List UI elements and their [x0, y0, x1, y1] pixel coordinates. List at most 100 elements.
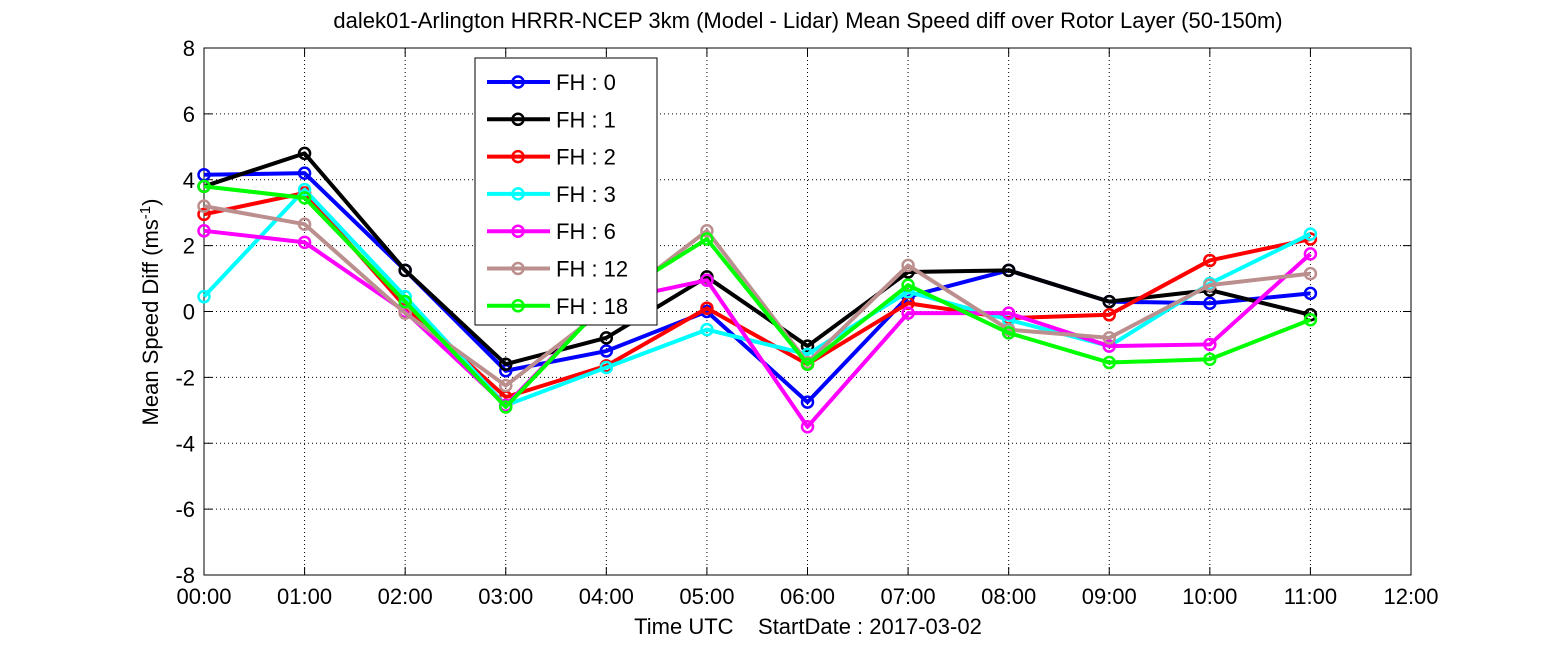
data-point: [901, 278, 915, 292]
data-point: [700, 273, 714, 287]
data-point: [1102, 308, 1116, 322]
data-point: [499, 400, 513, 414]
data-point: [197, 224, 211, 238]
data-point: [398, 294, 412, 309]
legend-item: FH : 3: [487, 182, 616, 207]
legend-swatch-marker: [511, 112, 525, 127]
x-tick-label: 04:00: [579, 584, 634, 609]
data-point: [197, 199, 211, 213]
x-tick-label: 09:00: [1082, 584, 1137, 609]
x-tick-label: 02:00: [378, 584, 433, 609]
y-tick-label: 6: [183, 102, 195, 127]
series-line: [203, 204, 1311, 388]
legend: FH : 0 FH : 1 FH : 2 FH : 3 FH : 6 FH : 12 FH …: [474, 57, 658, 326]
data-point: [700, 301, 714, 315]
data-point: [1203, 337, 1217, 352]
series: [197, 166, 1318, 409]
data-point: [599, 331, 614, 345]
legend-box: [474, 57, 658, 326]
legend-item: FH : 6: [487, 219, 616, 244]
data-point: [1102, 355, 1116, 370]
series-layer: [197, 146, 1318, 434]
legend-swatch-marker: [511, 299, 525, 313]
data-point: [800, 395, 815, 409]
y-tick-label: 4: [183, 168, 195, 193]
data-point: [297, 191, 312, 205]
series-line: [203, 184, 1312, 410]
data-point: [1001, 306, 1016, 320]
data-point: [1303, 232, 1318, 246]
data-point: [1203, 253, 1217, 268]
legend-item: FH : 0: [487, 70, 616, 95]
legend-label: FH : 18: [556, 294, 628, 319]
data-point: [1303, 312, 1318, 327]
data-point: [197, 179, 211, 194]
series: [197, 179, 1318, 414]
data-point: [700, 232, 714, 246]
data-point: [1203, 278, 1217, 292]
legend-label: FH : 6: [556, 219, 616, 244]
data-point: [499, 378, 513, 393]
y-tick-label: -6: [175, 497, 195, 522]
legend-label: FH : 12: [556, 257, 628, 282]
x-tick-label: 08:00: [981, 584, 1036, 609]
x-axis: 00:00 01:00 02:00 03:00 04:00 05:00 06:00 07:00…: [176, 48, 1439, 609]
data-point: [1102, 294, 1116, 309]
data-point: [297, 146, 312, 161]
y-tick-label: 8: [183, 36, 195, 61]
x-tick-label: 12:00: [1383, 584, 1438, 609]
x-tick-label: 11:00: [1284, 584, 1337, 609]
data-point: [197, 289, 211, 304]
legend-swatch-marker: [511, 261, 525, 276]
chart-title: dalek01-Arlington HRRR-NCEP 3km (Model -…: [333, 8, 1282, 33]
y-axis-label-sup: -1: [137, 206, 154, 219]
data-point: [1102, 339, 1116, 353]
x-tick-label: 00:00: [176, 584, 231, 609]
x-tick-label: 07:00: [881, 584, 936, 609]
data-point: [1303, 247, 1318, 261]
x-tick-label: 10:00: [1182, 584, 1237, 609]
data-point: [1001, 326, 1016, 340]
legend-item: FH : 2: [487, 145, 616, 170]
data-point: [297, 182, 312, 197]
y-tick-label: -8: [175, 563, 195, 588]
data-point: [599, 344, 614, 358]
data-point: [901, 258, 915, 273]
legend-item: FH : 12: [487, 257, 628, 282]
y-tick-label: -2: [175, 365, 195, 390]
legend-swatch-marker: [511, 187, 525, 201]
data-point: [1303, 227, 1318, 241]
data-point: [800, 339, 815, 353]
legend-label: FH : 3: [556, 182, 616, 207]
data-point: [1001, 263, 1016, 278]
x-tick-label: 06:00: [780, 584, 835, 609]
legend-item: FH : 1: [487, 107, 616, 132]
data-point: [1203, 352, 1217, 367]
data-point: [398, 263, 412, 278]
series-line: [203, 151, 1311, 367]
series-line: [202, 187, 1312, 408]
data-point: [700, 322, 714, 337]
legend-item: FH : 18: [487, 294, 628, 319]
series-line: [203, 190, 1311, 400]
data-point: [297, 235, 312, 250]
legend-label: FH : 2: [556, 145, 616, 170]
data-point: [197, 207, 211, 222]
x-tick-label: 05:00: [679, 584, 734, 609]
grid: [204, 48, 1411, 575]
x-tick-label: 03:00: [478, 584, 533, 609]
y-axis: -8 -6 -4 -2 0 2 4 6 8: [175, 36, 1411, 588]
legend-label: FH : 0: [556, 70, 616, 95]
y-tick-label: 0: [183, 300, 195, 325]
data-point: [1203, 296, 1217, 311]
data-point: [1102, 331, 1116, 345]
y-tick-label: -4: [175, 431, 195, 456]
y-axis-label-main: Mean Speed Diff (ms: [138, 219, 163, 425]
data-point: [700, 224, 714, 238]
data-point: [599, 360, 614, 375]
x-axis-label: Time UTC StartDate : 2017-03-02: [634, 614, 982, 639]
data-point: [499, 357, 513, 371]
y-axis-label: Mean Speed Diff (ms-1): [137, 199, 163, 426]
legend-swatch-marker: [511, 149, 525, 164]
